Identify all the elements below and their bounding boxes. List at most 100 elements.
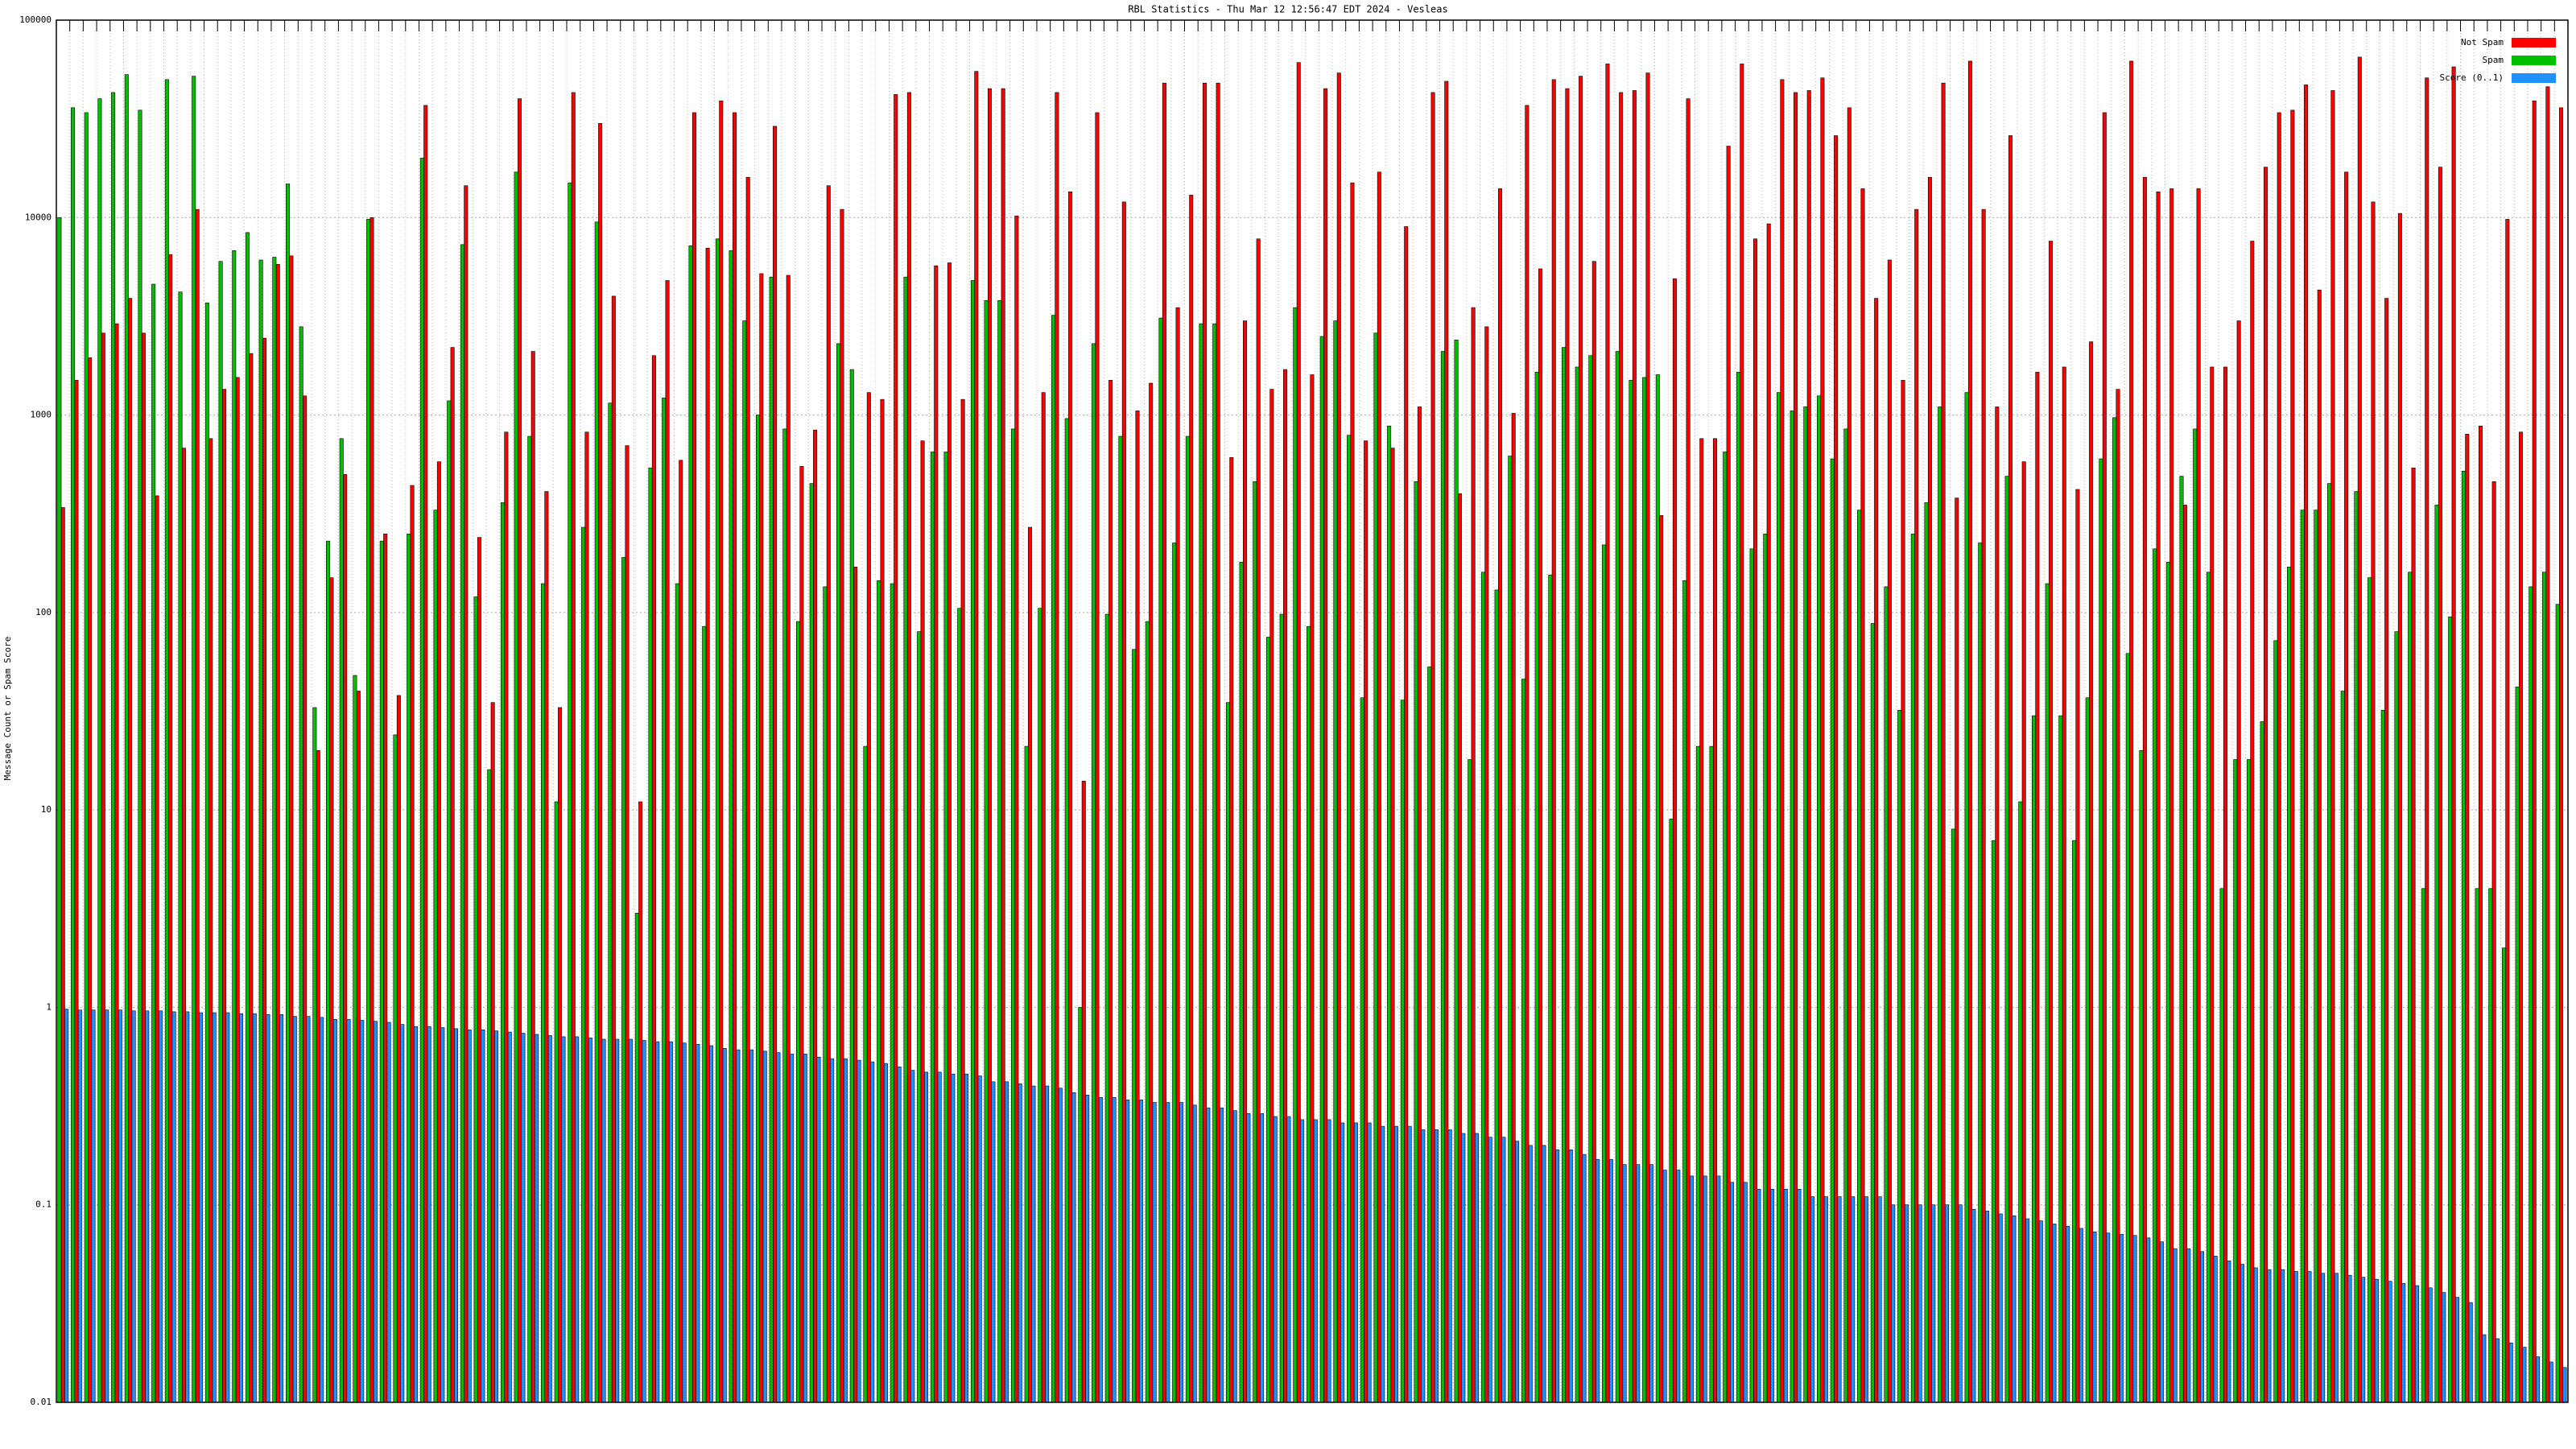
- bar: [124, 74, 129, 1403]
- bar: [1001, 88, 1005, 1403]
- bar: [1555, 1150, 1560, 1403]
- bar: [1095, 112, 1100, 1403]
- bar: [571, 92, 576, 1403]
- bar: [2267, 1269, 2272, 1403]
- bar: [2085, 697, 2090, 1403]
- bar: [208, 438, 213, 1403]
- bar: [1910, 533, 1915, 1403]
- bar: [356, 691, 361, 1403]
- bar: [2515, 686, 2520, 1403]
- bar: [1763, 533, 1768, 1403]
- bar: [987, 88, 992, 1403]
- bar: [518, 98, 522, 1403]
- y-tick-label: 1: [46, 1001, 52, 1012]
- bar: [2066, 1225, 2070, 1403]
- bar: [2240, 1264, 2245, 1403]
- bar: [272, 257, 277, 1403]
- bar: [1914, 208, 1919, 1403]
- bar: [105, 1009, 109, 1403]
- bar: [1743, 1182, 1748, 1403]
- bar: [621, 557, 626, 1403]
- bar: [894, 94, 898, 1403]
- bar: [2488, 888, 2493, 1403]
- bar: [662, 398, 667, 1403]
- bar: [145, 1010, 150, 1403]
- bar: [2401, 1283, 2406, 1403]
- bar: [1712, 438, 1717, 1403]
- bar: [2304, 85, 2309, 1403]
- bar: [2388, 1281, 2392, 1403]
- bar: [1511, 413, 1516, 1403]
- bar: [2049, 241, 2054, 1403]
- bar: [1353, 1122, 1358, 1403]
- bar: [326, 540, 331, 1403]
- bar: [1427, 667, 1432, 1403]
- bar: [2491, 481, 2496, 1403]
- bar: [2545, 86, 2550, 1403]
- bar: [1834, 135, 1839, 1403]
- bar: [1185, 436, 1190, 1403]
- bar: [2250, 241, 2255, 1403]
- bar: [2196, 188, 2201, 1403]
- bar: [2307, 1271, 2312, 1403]
- bar: [1373, 332, 1378, 1403]
- bar: [60, 507, 65, 1403]
- bar: [386, 1022, 391, 1403]
- bar: [2031, 715, 2036, 1403]
- bar: [2321, 1273, 2326, 1403]
- bar: [2374, 1278, 2379, 1403]
- bar: [239, 1013, 244, 1403]
- bar: [2223, 366, 2227, 1403]
- bar: [1515, 1141, 1520, 1403]
- bar: [1820, 77, 1825, 1403]
- bar: [1138, 1100, 1143, 1403]
- bar: [490, 702, 495, 1403]
- bar: [1689, 1175, 1694, 1403]
- bar: [964, 1073, 969, 1403]
- bar: [1636, 1164, 1641, 1403]
- bar: [1364, 440, 1368, 1403]
- legend-label: Spam: [2483, 55, 2504, 65]
- bar: [2233, 759, 2238, 1403]
- bar: [128, 298, 133, 1403]
- bar: [1629, 380, 1633, 1403]
- bar: [2281, 1269, 2285, 1403]
- bar: [454, 1028, 458, 1403]
- bar: [1568, 1150, 1573, 1403]
- bar: [2106, 1232, 2111, 1403]
- bar: [628, 1038, 633, 1403]
- bar: [1884, 586, 1889, 1403]
- y-tick-label: 0.1: [35, 1199, 52, 1210]
- bar: [1121, 201, 1126, 1403]
- bar: [1220, 1107, 1224, 1403]
- bar: [1494, 589, 1499, 1403]
- bar: [2380, 709, 2385, 1403]
- bar: [1843, 428, 1848, 1403]
- bar: [1125, 1100, 1130, 1403]
- bar: [1730, 1182, 1735, 1403]
- bar: [1944, 1204, 1949, 1403]
- bar: [581, 526, 586, 1403]
- bar: [883, 1063, 888, 1403]
- bar: [1551, 79, 1556, 1403]
- bar: [2357, 56, 2362, 1403]
- bar: [1757, 1188, 1761, 1403]
- bar: [279, 1014, 284, 1403]
- bar: [1414, 481, 1418, 1403]
- bar: [195, 208, 200, 1403]
- bar: [1175, 307, 1180, 1403]
- bar: [830, 1058, 835, 1403]
- bar: [1851, 1196, 1856, 1403]
- bar: [1508, 456, 1513, 1403]
- bar: [960, 398, 965, 1403]
- bar: [2193, 428, 2198, 1403]
- bar: [1417, 407, 1422, 1403]
- bar: [1135, 411, 1140, 1403]
- bar: [2478, 425, 2483, 1403]
- bar: [2508, 1342, 2513, 1403]
- bar: [2156, 192, 2161, 1403]
- bar: [1293, 307, 1298, 1403]
- bar: [769, 276, 774, 1403]
- bar: [1525, 105, 1530, 1403]
- bar: [423, 105, 428, 1403]
